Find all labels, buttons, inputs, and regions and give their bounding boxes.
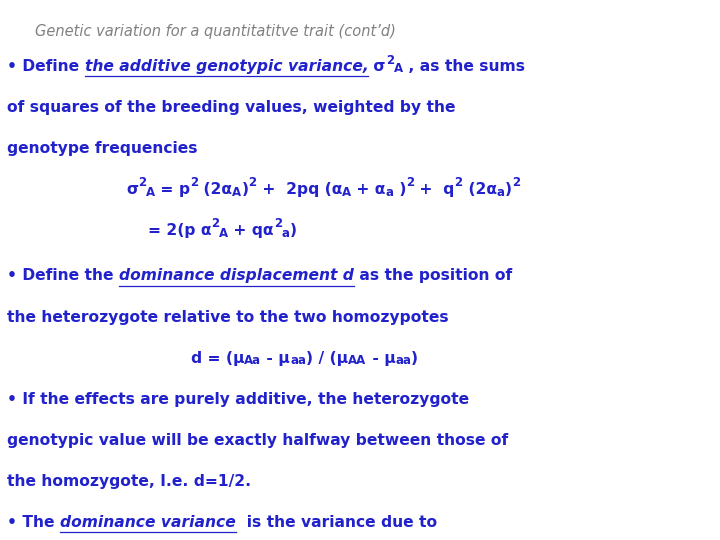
Text: ): )	[290, 224, 297, 238]
Text: p: p	[179, 183, 190, 197]
Text: 2: 2	[386, 54, 394, 67]
Text: A: A	[219, 227, 228, 240]
Text: • Define: • Define	[7, 59, 85, 74]
Text: , as the sums: , as the sums	[403, 59, 525, 74]
Text: A: A	[342, 186, 351, 199]
Text: ) / (μ: ) / (μ	[306, 350, 348, 366]
Text: • Define the: • Define the	[7, 268, 119, 284]
Text: aa: aa	[290, 354, 306, 367]
Text: =: =	[156, 183, 179, 197]
Text: is the variance due to: is the variance due to	[236, 515, 437, 530]
Text: dominance variance: dominance variance	[60, 515, 236, 530]
Text: 2: 2	[190, 176, 198, 189]
Text: 2: 2	[211, 217, 219, 230]
Text: σ: σ	[369, 59, 386, 74]
Text: - μ: - μ	[261, 350, 290, 366]
Text: a: a	[497, 186, 505, 199]
Text: σ: σ	[126, 183, 138, 197]
Text: +  2pq (α: + 2pq (α	[256, 183, 342, 197]
Text: ): )	[411, 350, 418, 366]
Text: dominance displacement d: dominance displacement d	[119, 268, 354, 284]
Text: 2: 2	[248, 176, 256, 189]
Text: +  q: + q	[414, 183, 454, 197]
Text: Genetic variation for a quantitatitve trait (cont’d): Genetic variation for a quantitatitve tr…	[35, 24, 395, 39]
Text: aa: aa	[395, 354, 411, 367]
Text: (2α: (2α	[462, 183, 497, 197]
Text: (2α: (2α	[198, 183, 233, 197]
Text: A: A	[146, 186, 156, 199]
Text: as the position of: as the position of	[354, 268, 512, 284]
Text: A: A	[233, 186, 241, 199]
Text: the homozygote, I.e. d=1/2.: the homozygote, I.e. d=1/2.	[7, 474, 251, 489]
Text: a: a	[385, 186, 394, 199]
Text: + α: + α	[351, 183, 385, 197]
Text: AA: AA	[348, 354, 366, 367]
Text: = 2(p α: = 2(p α	[148, 224, 211, 238]
Text: Aa: Aa	[244, 354, 261, 367]
Text: ): )	[241, 183, 248, 197]
Text: 2: 2	[138, 176, 146, 189]
Text: d = (μ: d = (μ	[191, 350, 244, 366]
Text: ): )	[505, 183, 512, 197]
Text: • If the effects are purely additive, the heterozygote: • If the effects are purely additive, th…	[7, 392, 469, 407]
Text: ): )	[394, 183, 406, 197]
Text: A: A	[394, 62, 403, 75]
Text: + qα: + qα	[228, 224, 274, 238]
Text: of squares of the breeding values, weighted by the: of squares of the breeding values, weigh…	[7, 100, 456, 115]
Text: 2: 2	[454, 176, 462, 189]
Text: 2: 2	[406, 176, 414, 189]
Text: - μ: - μ	[366, 350, 395, 366]
Text: 2: 2	[512, 176, 520, 189]
Text: the heterozygote relative to the two homozypotes: the heterozygote relative to the two hom…	[7, 309, 449, 325]
Text: 2: 2	[274, 217, 282, 230]
Text: genotype frequencies: genotype frequencies	[7, 141, 198, 156]
Text: • The: • The	[7, 515, 60, 530]
Text: a: a	[282, 227, 290, 240]
Text: the additive genotypic variance,: the additive genotypic variance,	[85, 59, 369, 74]
Text: genotypic value will be exactly halfway between those of: genotypic value will be exactly halfway …	[7, 433, 508, 448]
